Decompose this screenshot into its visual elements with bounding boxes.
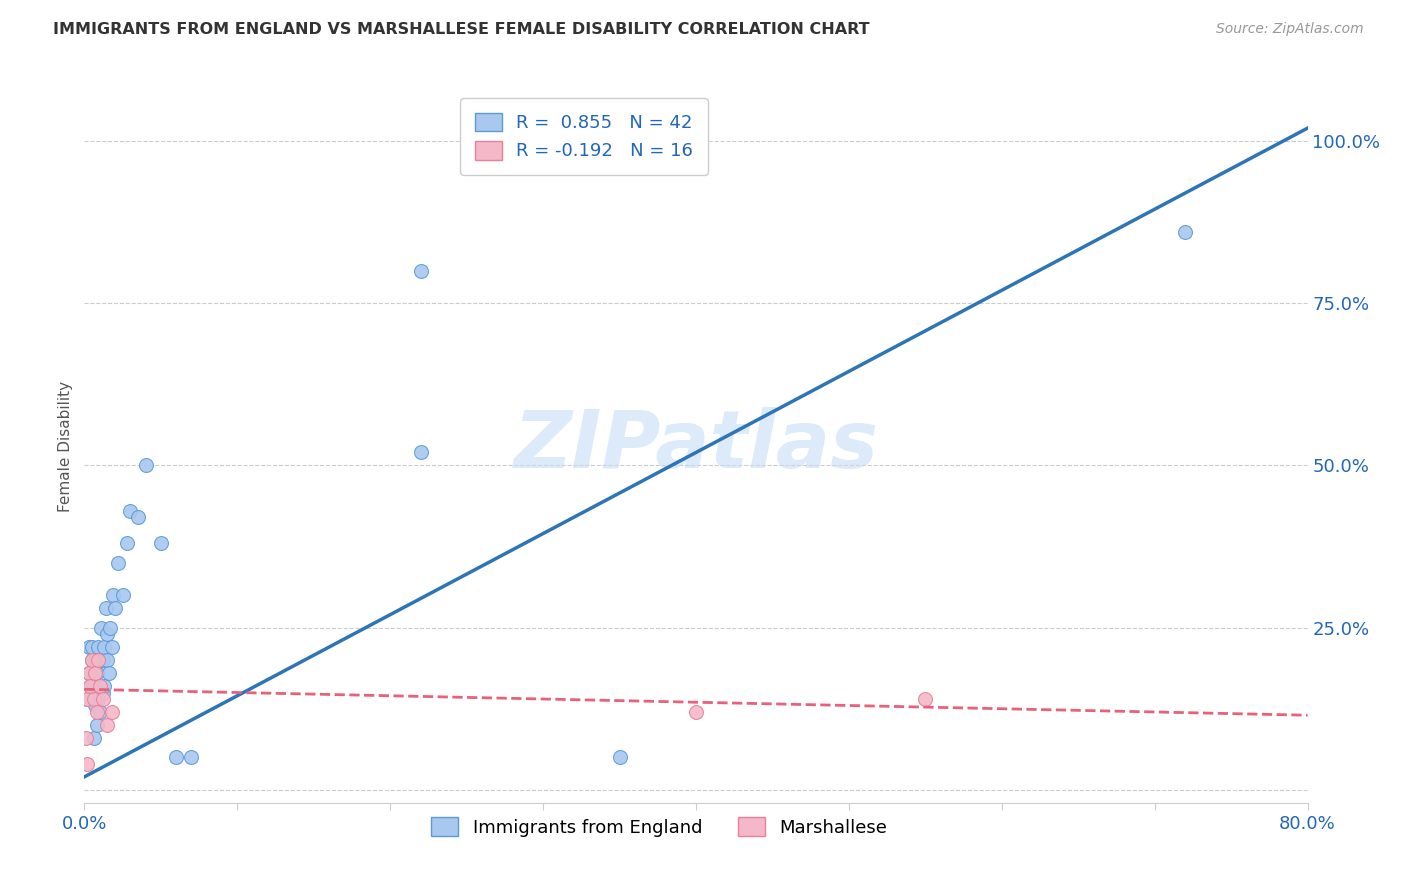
Point [120, 504, 142, 518]
Point [89, 705, 111, 719]
Legend: Immigrants from England, Marshallese: Immigrants from England, Marshallese [423, 810, 894, 844]
Y-axis label: Female Disability: Female Disability [58, 380, 73, 512]
Point [83, 679, 105, 693]
Point [80, 653, 103, 667]
Point [84, 666, 107, 681]
Point [914, 692, 936, 706]
Text: ZIPatlas: ZIPatlas [513, 407, 879, 485]
Point [77, 666, 100, 681]
Point [87, 640, 110, 654]
Point [101, 640, 124, 654]
Point [101, 705, 124, 719]
Point [93, 640, 115, 654]
Point [127, 510, 149, 524]
Point [89, 679, 111, 693]
Point [83, 731, 105, 745]
Point [409, 264, 432, 278]
Text: Source: ZipAtlas.com: Source: ZipAtlas.com [1216, 22, 1364, 37]
Point [96, 718, 118, 732]
Point [77, 640, 100, 654]
Point [111, 588, 134, 602]
Point [75, 731, 97, 745]
Point [83, 692, 105, 706]
Point [409, 445, 432, 459]
Text: IMMIGRANTS FROM ENGLAND VS MARSHALLESE FEMALE DISABILITY CORRELATION CHART: IMMIGRANTS FROM ENGLAND VS MARSHALLESE F… [53, 22, 870, 37]
Point [84, 698, 107, 713]
Point [91, 653, 114, 667]
Point [93, 679, 115, 693]
Point [107, 556, 129, 570]
Point [76, 756, 98, 771]
Point [135, 458, 157, 473]
Point [1174, 225, 1197, 239]
Point [96, 653, 118, 667]
Point [87, 692, 110, 706]
Point [76, 692, 98, 706]
Point [80, 653, 103, 667]
Point [165, 750, 187, 764]
Point [98, 621, 121, 635]
Point [86, 718, 108, 732]
Point [80, 640, 103, 654]
Point [79, 679, 101, 693]
Point [180, 750, 202, 764]
Point [79, 679, 101, 693]
Point [84, 653, 107, 667]
Point [86, 705, 108, 719]
Point [90, 621, 112, 635]
Point [103, 588, 125, 602]
Point [685, 705, 707, 719]
Point [609, 750, 631, 764]
Point [91, 685, 114, 699]
Point [77, 666, 100, 681]
Point [96, 627, 118, 641]
Point [89, 653, 111, 667]
Point [115, 536, 138, 550]
Point [86, 666, 108, 681]
Point [97, 666, 120, 681]
Point [94, 601, 117, 615]
Point [104, 601, 127, 615]
Point [91, 692, 114, 706]
Point [87, 653, 110, 667]
Point [149, 536, 172, 550]
Point [76, 692, 98, 706]
